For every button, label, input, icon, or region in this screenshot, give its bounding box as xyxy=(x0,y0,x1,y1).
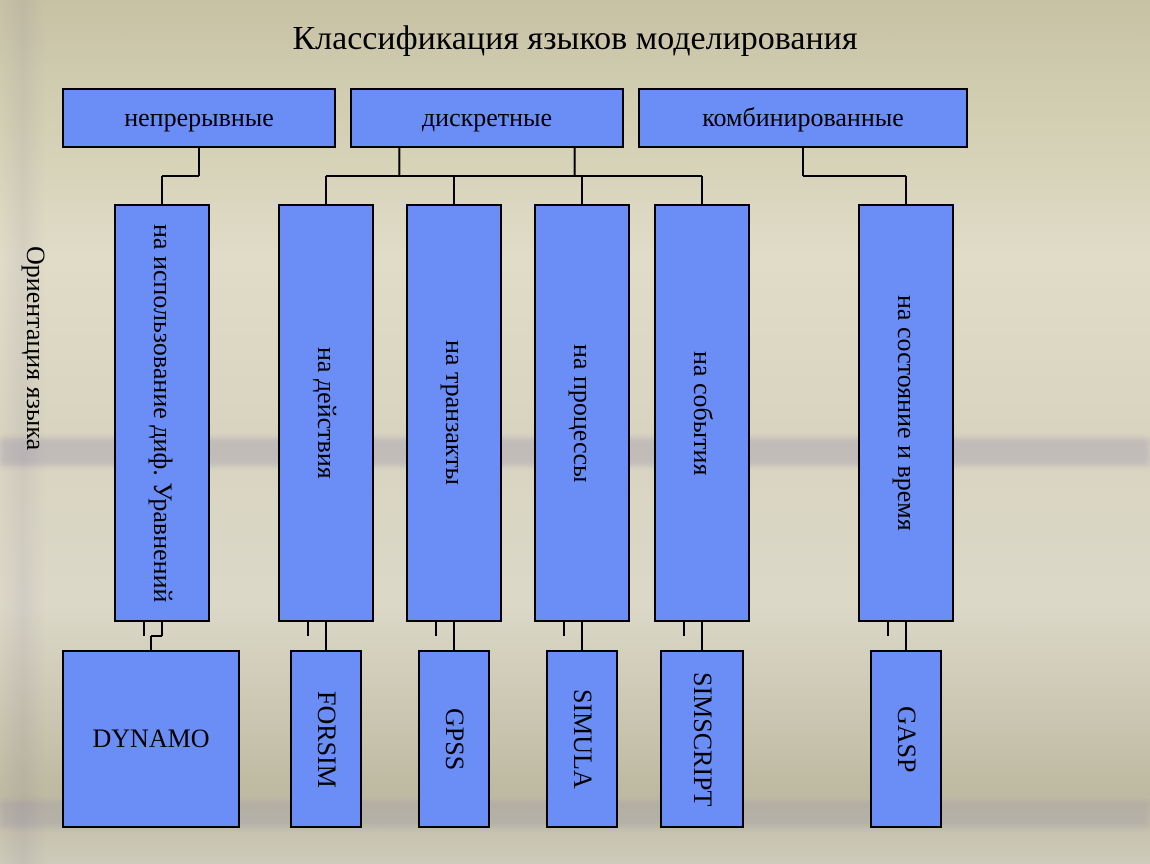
orientation-box-transacts: на транзакты xyxy=(406,204,502,622)
title-text: Классификация языков моделирования xyxy=(292,20,857,57)
box-label: FORSIM xyxy=(311,691,341,788)
orientation-box-state-time: на состояние и время xyxy=(858,204,954,622)
box-label: на действия xyxy=(311,347,341,479)
orientation-box-diff-eq: на использование диф. Уравнений xyxy=(114,204,210,622)
language-box-dynamo: DYNAMO xyxy=(62,650,240,828)
side-label-text: Ориентация языка xyxy=(21,246,50,450)
box-label: на использование диф. Уравнений xyxy=(147,224,177,602)
box-label: GPSS xyxy=(439,708,469,770)
orientation-side-label: Ориентация языка xyxy=(20,246,50,450)
diagram-title: Классификация языков моделирования xyxy=(0,20,1150,58)
box-label: DYNAMO xyxy=(93,724,210,754)
language-box-simula: SIMULA xyxy=(546,650,618,828)
box-label: на транзакты xyxy=(439,340,469,485)
category-box-discrete: дискретные xyxy=(350,88,624,148)
box-label: SIMULA xyxy=(567,689,597,789)
box-label: на состояние и время xyxy=(891,295,921,531)
category-box-continuous: непрерывные xyxy=(62,88,336,148)
language-box-gpss: GPSS xyxy=(418,650,490,828)
language-box-forsim: FORSIM xyxy=(290,650,362,828)
box-label: дискретные xyxy=(422,103,552,133)
language-box-gasp: GASP xyxy=(870,650,942,828)
category-box-combined: комбинированные xyxy=(638,88,968,148)
box-label: GASP xyxy=(891,706,921,772)
box-label: на события xyxy=(687,351,717,475)
orientation-box-actions: на действия xyxy=(278,204,374,622)
box-label: комбинированные xyxy=(702,103,904,133)
language-box-simscript: SIMSCRIPT xyxy=(660,650,744,828)
box-label: SIMSCRIPT xyxy=(687,672,717,806)
orientation-box-processes: на процессы xyxy=(534,204,630,622)
orientation-box-events: на события xyxy=(654,204,750,622)
box-label: на процессы xyxy=(567,344,597,483)
box-label: непрерывные xyxy=(124,103,274,133)
